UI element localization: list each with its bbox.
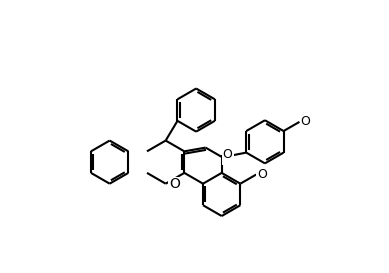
Text: O: O bbox=[169, 177, 180, 191]
Text: O: O bbox=[223, 148, 232, 161]
Text: N: N bbox=[223, 150, 233, 164]
Text: O: O bbox=[300, 115, 310, 128]
Text: O: O bbox=[257, 168, 267, 181]
